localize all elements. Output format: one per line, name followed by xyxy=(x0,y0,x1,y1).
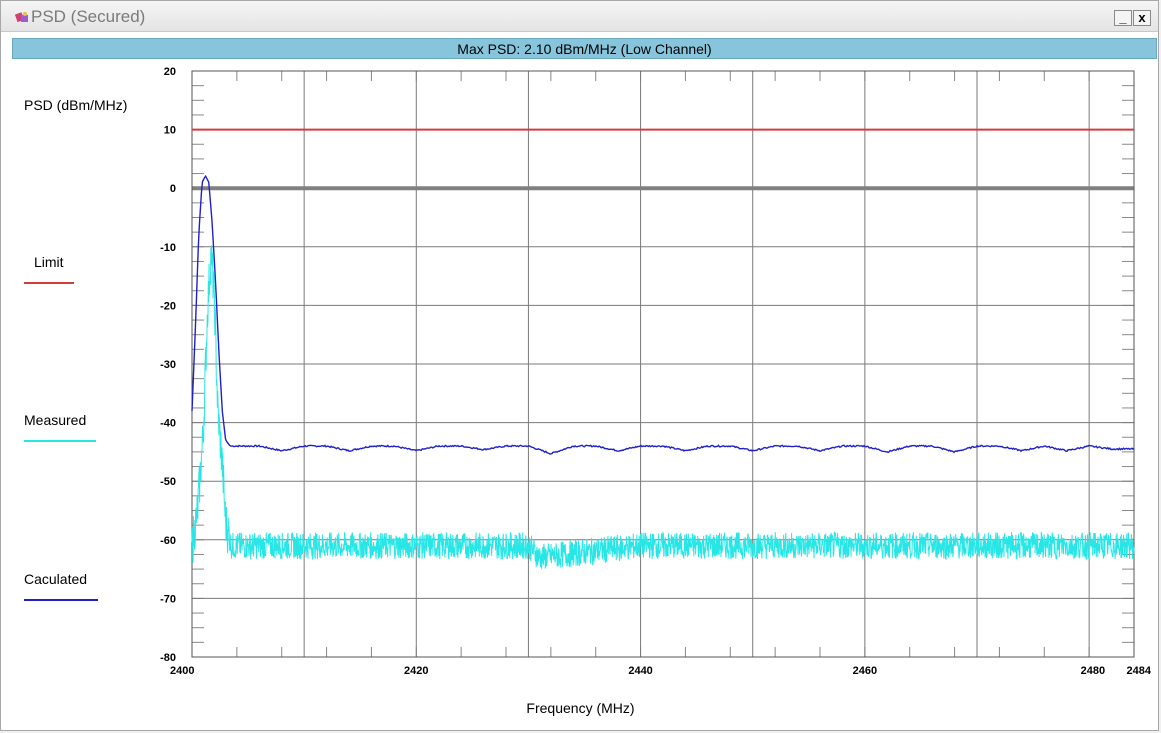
close-button[interactable]: x xyxy=(1133,10,1151,26)
legend-line-measured xyxy=(24,440,96,442)
y-tick-label: -30 xyxy=(160,359,176,371)
y-tick-label: -10 xyxy=(160,242,176,254)
minimize-button[interactable]: _ xyxy=(1114,10,1132,26)
window-title: PSD (Secured) xyxy=(31,7,146,26)
y-tick-label: -60 xyxy=(160,535,176,547)
x-tick-label: 2420 xyxy=(404,665,428,677)
legend-label-measured: Measured xyxy=(24,412,87,428)
legend-label-calculated: Caculated xyxy=(24,571,88,587)
x-tick-label: 2400 xyxy=(170,665,194,677)
y-tick-label: -40 xyxy=(160,418,176,430)
y-tick-label: 20 xyxy=(164,66,176,78)
y-tick-label: -20 xyxy=(160,300,176,312)
chart-header-bar: Max PSD: 2.10 dBm/MHz (Low Channel) xyxy=(12,38,1157,59)
y-tick-label: -80 xyxy=(160,652,176,664)
legend-line-limit xyxy=(24,282,74,284)
y-tick-label: -70 xyxy=(160,593,176,605)
y-tick-label: 10 xyxy=(164,125,176,137)
chart-title: Max PSD: 2.10 dBm/MHz (Low Channel) xyxy=(457,41,712,57)
x-tick-label: 2440 xyxy=(628,665,652,677)
y-axis-label: PSD (dBm/MHz) xyxy=(24,97,128,113)
plot-frame xyxy=(191,70,1135,658)
x-tick-label: 2484 xyxy=(1127,665,1152,677)
title-bar[interactable]: PSD (Secured) _ x xyxy=(1,1,1158,32)
x-tick-label: 2480 xyxy=(1081,665,1105,677)
app-icon xyxy=(15,12,28,23)
legend-line-calculated xyxy=(24,599,98,601)
x-tick-label: 2460 xyxy=(853,665,877,677)
series-line-calculated xyxy=(191,174,1135,455)
y-tick-label: 0 xyxy=(170,183,176,195)
x-axis-label: Frequency (MHz) xyxy=(526,700,635,716)
legend-label-limit: Limit xyxy=(34,254,64,270)
series-line-measured xyxy=(191,245,1135,569)
y-tick-label: -50 xyxy=(160,476,176,488)
